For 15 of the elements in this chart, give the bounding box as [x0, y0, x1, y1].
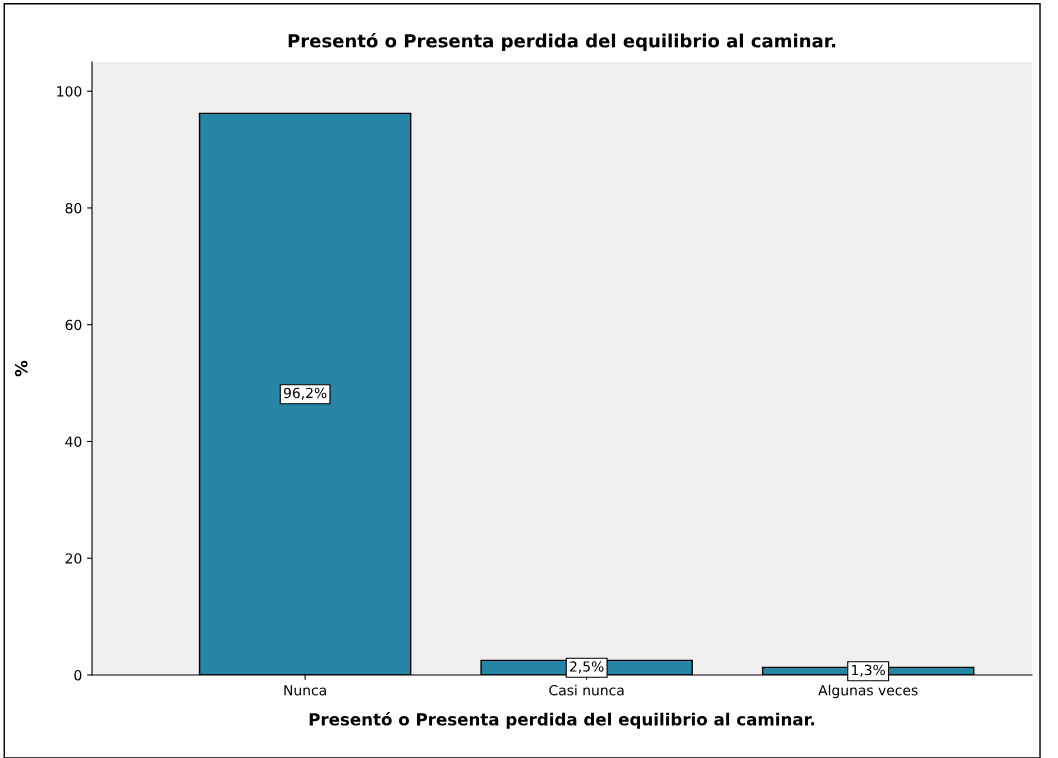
y-tick-label: 80	[65, 202, 82, 214]
y-tick-label: 100	[57, 86, 82, 97]
chart-title: Presentó o Presenta perdida del equilibrio al caminar.	[288, 32, 836, 52]
y-tick-label: 40	[65, 436, 82, 447]
y-tick-label: 60	[65, 319, 82, 331]
x-tick-label: Casi nunca	[549, 684, 624, 696]
data-label: 2,5%	[570, 661, 604, 674]
x-axis-title: Presentó o Presenta perdida del equilibrio al caminar.	[309, 712, 815, 729]
x-tick-label: Algunas veces	[818, 684, 918, 699]
data-label: 96,2%	[283, 387, 327, 400]
y-tick-label: 0	[74, 669, 82, 681]
y-axis-title: %	[14, 360, 28, 377]
data-label: 1,3%	[852, 664, 886, 677]
y-tick-label: 20	[65, 553, 82, 564]
x-tick-label: Nunca	[284, 685, 326, 696]
